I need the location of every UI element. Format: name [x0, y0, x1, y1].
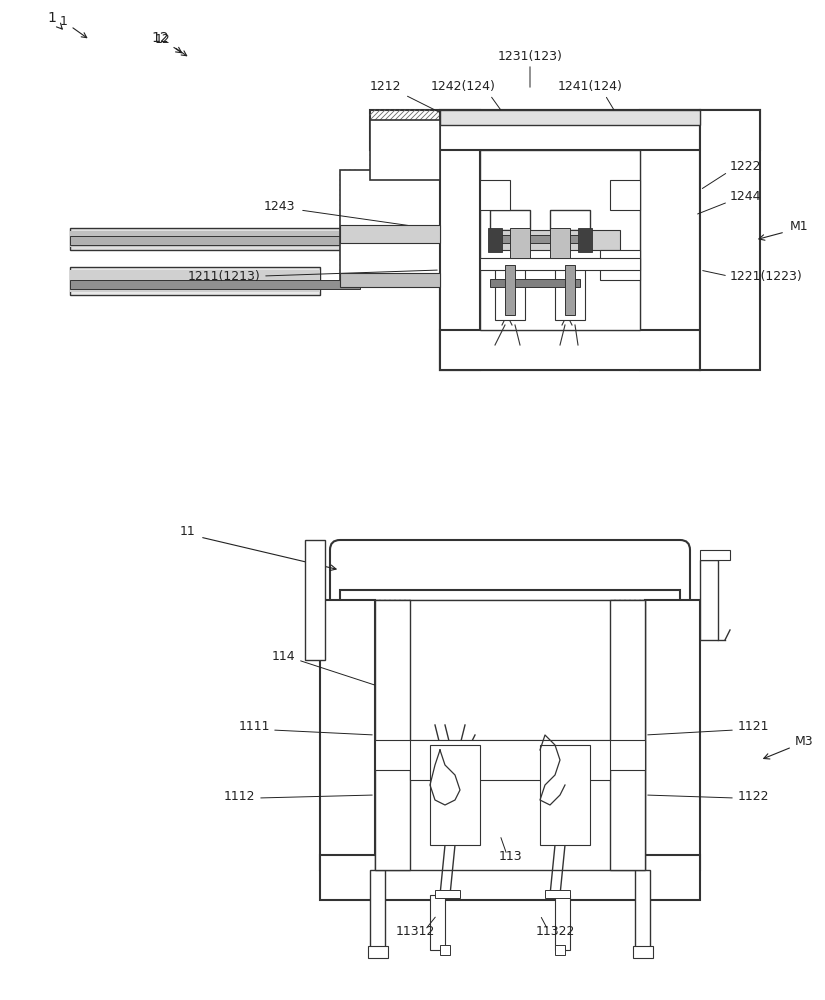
Bar: [368, 946, 388, 958]
Bar: [370, 120, 440, 180]
Text: 1243: 1243: [263, 200, 295, 213]
Text: 11: 11: [179, 525, 195, 538]
Bar: [375, 600, 645, 870]
Text: 1222: 1222: [730, 160, 761, 173]
Bar: [600, 250, 640, 280]
Bar: [490, 230, 620, 250]
Bar: [70, 280, 360, 289]
Bar: [555, 945, 565, 955]
Bar: [700, 550, 730, 560]
Bar: [633, 946, 653, 958]
Bar: [555, 260, 585, 320]
Bar: [550, 228, 570, 258]
Bar: [495, 260, 525, 320]
Bar: [640, 110, 700, 370]
Text: 12: 12: [155, 33, 186, 56]
Text: 1122: 1122: [738, 790, 770, 803]
FancyBboxPatch shape: [330, 540, 690, 610]
Bar: [430, 745, 480, 845]
Text: 1241(124): 1241(124): [558, 80, 622, 93]
Text: 1112: 1112: [224, 790, 255, 803]
Bar: [700, 560, 718, 640]
Bar: [370, 870, 385, 950]
Bar: [70, 231, 340, 247]
Bar: [440, 110, 700, 125]
Bar: [480, 180, 510, 210]
Bar: [440, 120, 700, 150]
Text: 12: 12: [151, 31, 182, 53]
Bar: [435, 890, 460, 898]
Bar: [440, 110, 700, 370]
Text: M3: M3: [795, 735, 813, 748]
Text: 1231(123): 1231(123): [497, 50, 563, 63]
Bar: [375, 600, 410, 870]
Bar: [578, 228, 592, 252]
Text: 1211(1213): 1211(1213): [187, 270, 260, 283]
Bar: [70, 236, 365, 245]
Bar: [545, 890, 570, 898]
Text: 113: 113: [498, 850, 521, 863]
Bar: [505, 265, 515, 315]
Text: 11322: 11322: [535, 925, 575, 938]
Bar: [490, 235, 580, 243]
Bar: [565, 265, 575, 315]
Text: 11312: 11312: [395, 925, 435, 938]
Text: 1111: 1111: [238, 720, 270, 733]
Bar: [70, 267, 320, 295]
Bar: [540, 745, 590, 845]
Text: 1: 1: [60, 15, 87, 38]
Bar: [700, 120, 760, 180]
Bar: [375, 740, 645, 770]
Bar: [370, 110, 760, 150]
Bar: [510, 228, 530, 258]
Text: 1221(1223): 1221(1223): [730, 270, 803, 283]
Bar: [305, 540, 325, 660]
Bar: [70, 228, 340, 250]
Bar: [610, 600, 645, 870]
Text: 1242(124): 1242(124): [431, 80, 496, 93]
Bar: [320, 855, 700, 900]
Bar: [340, 590, 680, 670]
Bar: [488, 228, 502, 252]
Bar: [340, 225, 440, 243]
Bar: [555, 895, 570, 950]
Bar: [490, 279, 580, 287]
Bar: [635, 870, 650, 950]
Bar: [340, 170, 440, 280]
Bar: [370, 180, 510, 210]
Bar: [440, 110, 480, 370]
Bar: [440, 945, 450, 955]
Bar: [480, 150, 640, 330]
Bar: [430, 895, 445, 950]
Text: 1121: 1121: [738, 720, 770, 733]
Text: M1: M1: [790, 220, 808, 233]
Bar: [645, 600, 700, 870]
Bar: [550, 210, 590, 230]
Bar: [70, 270, 320, 292]
Bar: [320, 600, 375, 870]
Bar: [340, 600, 680, 606]
Text: 114: 114: [271, 650, 295, 663]
Bar: [440, 330, 700, 370]
Bar: [480, 258, 640, 270]
Bar: [340, 608, 680, 620]
Bar: [410, 740, 610, 780]
Bar: [610, 180, 640, 210]
Bar: [370, 600, 650, 660]
Text: 1244: 1244: [730, 190, 761, 203]
Bar: [490, 210, 530, 230]
Text: 1: 1: [48, 11, 62, 29]
Text: 1212: 1212: [370, 80, 401, 93]
Bar: [700, 110, 760, 370]
Bar: [340, 273, 440, 287]
